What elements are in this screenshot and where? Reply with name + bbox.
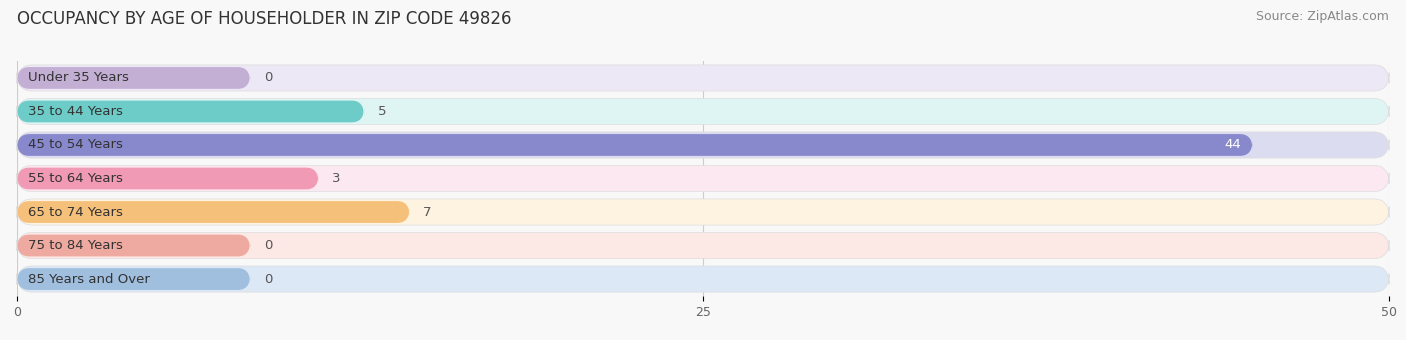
FancyBboxPatch shape — [17, 132, 1389, 158]
Text: Source: ZipAtlas.com: Source: ZipAtlas.com — [1256, 10, 1389, 23]
Text: 44: 44 — [1225, 138, 1241, 152]
Text: 85 Years and Over: 85 Years and Over — [28, 273, 149, 286]
Text: 65 to 74 Years: 65 to 74 Years — [28, 205, 122, 219]
FancyBboxPatch shape — [17, 233, 1389, 259]
FancyBboxPatch shape — [17, 166, 1389, 191]
Text: 75 to 84 Years: 75 to 84 Years — [28, 239, 122, 252]
FancyBboxPatch shape — [17, 168, 319, 189]
Text: 0: 0 — [264, 239, 273, 252]
Text: 0: 0 — [264, 273, 273, 286]
FancyBboxPatch shape — [17, 101, 364, 122]
FancyBboxPatch shape — [17, 235, 250, 256]
FancyBboxPatch shape — [17, 266, 1389, 292]
Text: OCCUPANCY BY AGE OF HOUSEHOLDER IN ZIP CODE 49826: OCCUPANCY BY AGE OF HOUSEHOLDER IN ZIP C… — [17, 10, 512, 28]
Text: 3: 3 — [332, 172, 340, 185]
Text: 0: 0 — [264, 71, 273, 84]
FancyBboxPatch shape — [17, 65, 1389, 91]
Text: 55 to 64 Years: 55 to 64 Years — [28, 172, 122, 185]
FancyBboxPatch shape — [17, 268, 250, 290]
FancyBboxPatch shape — [17, 199, 1389, 225]
FancyBboxPatch shape — [17, 67, 250, 89]
Text: 35 to 44 Years: 35 to 44 Years — [28, 105, 122, 118]
Text: 7: 7 — [423, 205, 432, 219]
FancyBboxPatch shape — [17, 134, 1253, 156]
Text: 5: 5 — [378, 105, 387, 118]
FancyBboxPatch shape — [17, 201, 409, 223]
Text: Under 35 Years: Under 35 Years — [28, 71, 129, 84]
FancyBboxPatch shape — [17, 98, 1389, 124]
Text: 45 to 54 Years: 45 to 54 Years — [28, 138, 122, 152]
